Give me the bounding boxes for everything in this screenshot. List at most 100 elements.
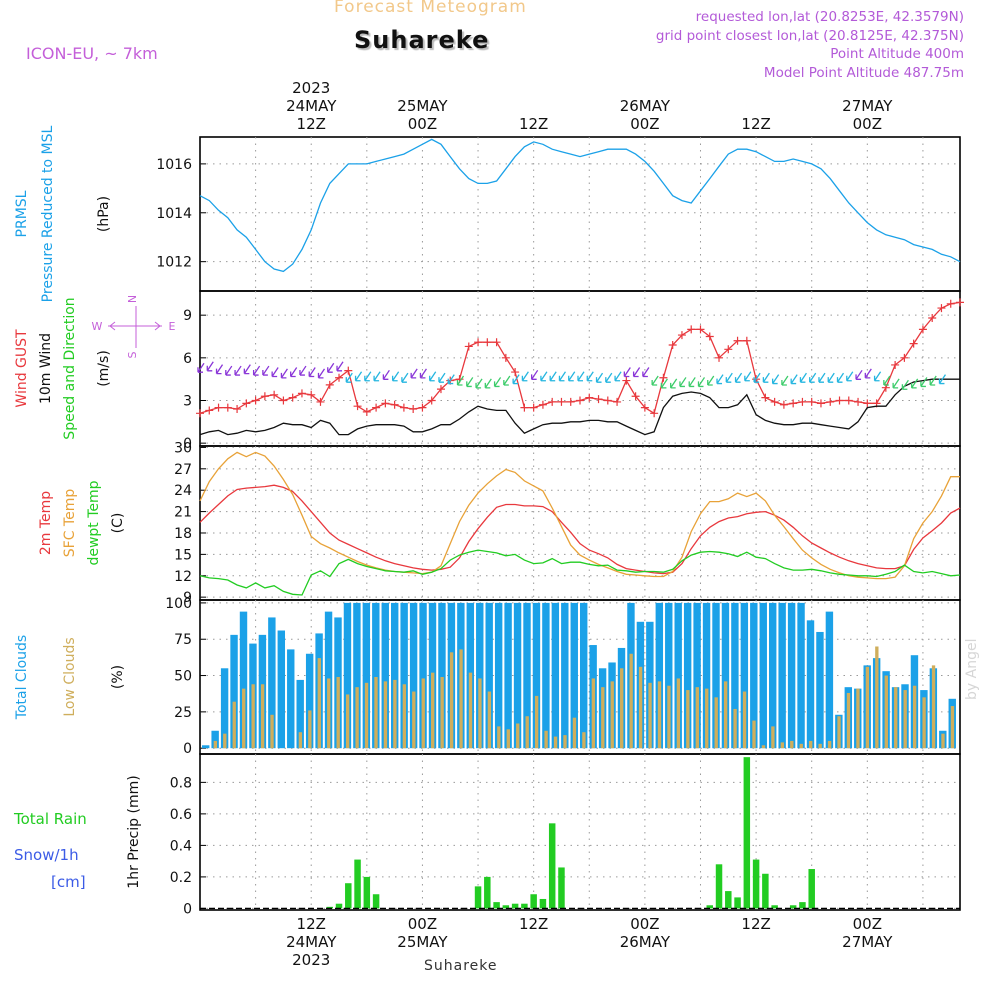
gust-marker: [946, 299, 955, 308]
rain-bar: [363, 876, 371, 909]
low-clouds-bar: [270, 714, 274, 749]
y-axis-title: 2m Temp: [38, 491, 54, 555]
low-clouds-bar: [317, 658, 321, 749]
y-tick-label: 50: [174, 669, 192, 685]
y-tick-label: 21: [174, 505, 192, 521]
gust-marker: [418, 403, 427, 412]
gust-marker: [511, 368, 520, 377]
low-clouds-bar: [629, 653, 633, 749]
low-clouds-bar: [931, 665, 936, 749]
total-clouds-bar: [759, 602, 767, 749]
low-clouds-bar: [809, 740, 813, 749]
y-tick-label: 0.8: [170, 775, 192, 791]
total-clouds-bar: [343, 602, 352, 749]
low-clouds-bar: [393, 679, 397, 749]
low-clouds-bar: [402, 684, 407, 749]
time-label-bottom: 12Z: [741, 915, 770, 933]
y-axis-title: (C): [110, 513, 126, 534]
low-clouds-bar: [431, 672, 435, 749]
wind-direction-arrow: [531, 369, 539, 380]
total-clouds-bar: [778, 602, 786, 749]
wind-direction-arrow: [493, 377, 502, 388]
low-clouds-bar: [818, 743, 822, 749]
gust-marker: [260, 392, 269, 401]
low-clouds-bar: [563, 735, 567, 749]
y-axis-title: (m/s): [96, 350, 112, 387]
y-tick-label: 0: [183, 741, 192, 757]
rain-bar: [734, 897, 741, 909]
wind-direction-arrow: [725, 372, 733, 383]
wind-direction-arrow: [818, 372, 826, 383]
low-clouds-bar: [790, 740, 794, 749]
total-clouds-bar: [750, 602, 758, 749]
total-clouds-bar: [787, 602, 796, 749]
low-clouds-bar: [714, 697, 718, 749]
wind-direction-arrow: [503, 375, 511, 386]
wind-direction-arrow: [670, 378, 678, 389]
time-label-top: 27MAY: [842, 97, 893, 115]
wind-direction-arrow: [938, 374, 947, 385]
wind-direction-arrow: [197, 362, 205, 373]
low-clouds-bar: [771, 726, 775, 749]
precip-frame: [199, 753, 961, 911]
gust-marker: [316, 397, 325, 406]
total-clouds-bar: [353, 602, 361, 749]
low-clouds-bar: [232, 701, 236, 749]
wind-direction-arrow: [521, 371, 529, 382]
y-tick-label: 30: [174, 440, 192, 456]
y-axis-title: 10m Wind: [38, 333, 54, 404]
low-clouds-bar: [525, 716, 529, 749]
rain-bar: [752, 859, 760, 909]
rain-bar: [799, 902, 806, 909]
total-clouds-bar: [391, 602, 399, 749]
rain-bar: [789, 905, 797, 909]
series-line-dewpt-temp: [199, 549, 961, 596]
wind-direction-arrow: [234, 365, 242, 376]
low-clouds-bar: [345, 694, 350, 749]
gust-marker: [464, 342, 473, 351]
rain-bar: [539, 898, 547, 909]
gust-marker: [733, 336, 742, 345]
total-clouds-bar: [806, 620, 815, 749]
gust-marker: [233, 405, 242, 414]
wind-direction-arrow: [262, 365, 270, 376]
rain-bar: [326, 906, 333, 909]
low-clouds-bar: [336, 677, 340, 749]
gust-marker: [956, 298, 964, 307]
rain-bar: [530, 894, 537, 909]
gust-marker: [779, 400, 788, 409]
gust-marker: [288, 393, 297, 402]
gust-marker: [835, 396, 844, 405]
wind-direction-arrow: [280, 368, 288, 379]
temperature-frame: [199, 445, 961, 601]
low-clouds-bar: [610, 681, 614, 749]
total-clouds-bar: [476, 602, 484, 749]
gust-marker: [613, 397, 622, 406]
low-clouds-bar: [922, 697, 926, 749]
gust-marker: [603, 396, 612, 405]
wind-direction-arrow: [855, 369, 863, 380]
total-clouds-bar: [665, 602, 673, 749]
rain-bar: [762, 873, 769, 909]
total-clouds-bar: [305, 653, 314, 749]
gust-marker: [594, 395, 603, 404]
point-altitude: Point Altitude 400m: [830, 46, 964, 62]
total-clouds-bar: [825, 611, 834, 749]
low-clouds-bar: [686, 690, 690, 749]
low-clouds-bar: [582, 732, 586, 749]
gust-marker: [436, 385, 445, 394]
y-tick-label: 9: [183, 308, 192, 324]
time-label-bottom: 00Z: [853, 915, 882, 933]
total-clouds-bar: [362, 602, 371, 749]
wind-direction-arrow: [558, 371, 567, 382]
precip-panel: 0 0.2 0.4 0.6 0.8 1hr Precip (mm) Total Rain Sn…: [13, 753, 961, 917]
wind-direction-arrow: [614, 371, 622, 382]
compass-south: S: [126, 351, 139, 358]
gust-marker: [807, 397, 816, 406]
wind-direction-arrow: [549, 371, 557, 382]
gust-marker: [492, 338, 501, 347]
y-axis-title: Pressure Reduced to MSL: [40, 125, 56, 302]
total-clouds-bar: [268, 617, 276, 749]
low-clouds-bar: [591, 678, 596, 749]
rain-bar: [743, 757, 751, 909]
